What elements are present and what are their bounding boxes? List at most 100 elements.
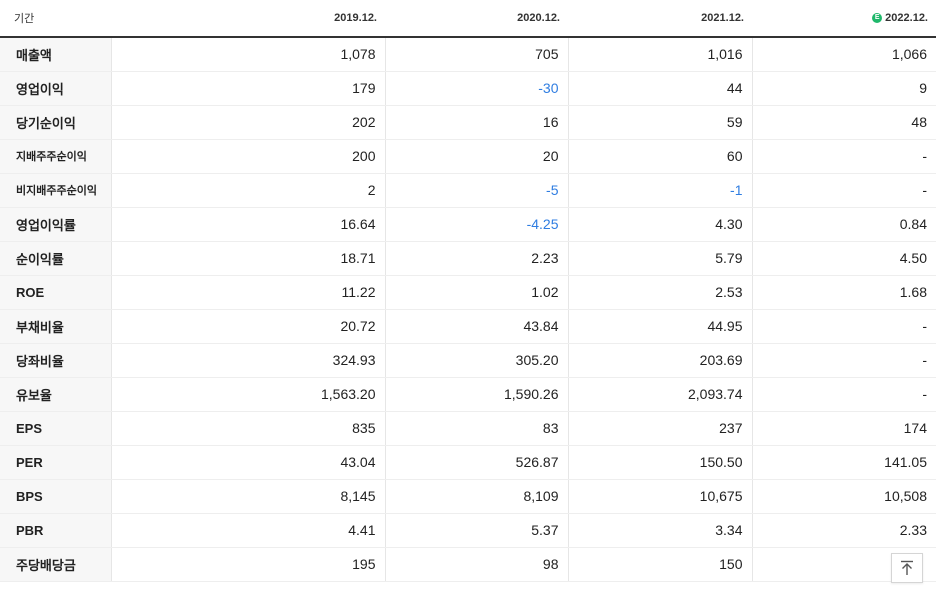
value-cell-2022: 1,066 xyxy=(751,37,936,72)
period-header-2022-label: 2022.12. xyxy=(885,12,928,24)
value-cell-2019: 4.41 xyxy=(110,513,385,548)
row-label: 영업이익률 xyxy=(0,206,111,242)
value-cell-2022: 2.33 xyxy=(751,513,936,548)
value-cell-2022: 141.05 xyxy=(751,445,936,480)
row-label: PER xyxy=(0,445,111,480)
value-cell-2020: -4.25 xyxy=(384,206,568,242)
value-cell-2022: - xyxy=(751,139,936,174)
row-label: 부채비율 xyxy=(0,308,111,344)
row-label: ROE xyxy=(0,275,111,310)
table-row: ROE 11.22 1.02 2.53 1.68 xyxy=(0,275,936,310)
value-cell-2019: 324.93 xyxy=(110,343,385,378)
value-cell-2021: 44 xyxy=(567,71,752,106)
value-cell-2022: 9 xyxy=(751,71,936,106)
value-cell-2022: - xyxy=(751,308,936,344)
value-cell-2021: 1,016 xyxy=(567,37,752,72)
row-label: 순이익률 xyxy=(0,241,111,276)
value-cell-2022: - xyxy=(751,173,936,208)
value-cell-2019: 179 xyxy=(110,71,385,106)
row-label: 매출액 xyxy=(0,37,111,72)
table-row: 당좌비율 324.93 305.20 203.69- xyxy=(0,343,936,378)
value-cell-2020: 1,590.26 xyxy=(384,377,568,412)
table-row: EPS 835 83 237 174 xyxy=(0,410,936,446)
value-cell-2021: -1 xyxy=(567,173,752,208)
row-label: 지배주주순이익 xyxy=(0,139,111,174)
value-cell-2022: - xyxy=(751,377,936,412)
value-cell-2022: 48 xyxy=(751,105,936,140)
value-cell-2020: 8,109 xyxy=(384,479,568,514)
value-cell-2021: 150 xyxy=(567,546,752,582)
row-label: BPS xyxy=(0,479,111,514)
value-cell-2020: 43.84 xyxy=(384,308,568,344)
value-cell-2021: 237 xyxy=(567,410,752,446)
value-cell-2019: 195 xyxy=(110,546,385,582)
table-row: PBR 4.41 5.37 3.34 2.33 xyxy=(0,513,936,548)
table-row: 영업이익 179 -30 44 9 xyxy=(0,71,936,106)
row-label: 당기순이익 xyxy=(0,105,111,140)
value-cell-2020: 20 xyxy=(384,139,568,174)
value-cell-2021: 150.50 xyxy=(567,445,752,480)
arrow-up-to-line-icon xyxy=(901,560,913,575)
value-cell-2020: 5.37 xyxy=(384,513,568,548)
table-row: 유보율 1,563.20 1,590.26 2,093.74- xyxy=(0,377,936,412)
value-cell-2021: 60 xyxy=(567,139,752,174)
value-cell-2021: 3.34 xyxy=(567,513,752,548)
value-cell-2020: 98 xyxy=(384,546,568,582)
value-cell-2021: 5.79 xyxy=(567,241,752,276)
value-cell-2020: -5 xyxy=(384,173,568,208)
table-row: 부채비율 20.72 43.84 44.95- xyxy=(0,308,936,344)
value-cell-2021: 2.53 xyxy=(567,275,752,310)
row-label: 주당배당금 xyxy=(0,546,111,582)
table-row: 매출액 1,078 705 1,016 1,066 xyxy=(0,37,936,72)
value-cell-2022: 1.68 xyxy=(751,275,936,310)
table-row: BPS 8,145 8,109 10,675 10,508 xyxy=(0,479,936,514)
value-cell-2020: 1.02 xyxy=(384,275,568,310)
value-cell-2020: 16 xyxy=(384,105,568,140)
value-cell-2021: 10,675 xyxy=(567,479,752,514)
value-cell-2021: 2,093.74 xyxy=(567,377,752,412)
table-row: 비지배주주순이익 2 -5 -1- xyxy=(0,173,936,208)
value-cell-2021: 44.95 xyxy=(567,308,752,344)
row-label: PBR xyxy=(0,513,111,548)
table-row: 순이익률 18.71 2.23 5.79 4.50 xyxy=(0,241,936,276)
value-cell-2022: 4.50 xyxy=(751,241,936,276)
row-label: 비지배주주순이익 xyxy=(0,173,111,208)
scroll-to-top-button[interactable] xyxy=(891,553,923,583)
value-cell-2020: 526.87 xyxy=(384,445,568,480)
estimate-badge-icon: E xyxy=(872,13,883,24)
period-header-2020: 2020.12. xyxy=(385,0,568,38)
value-cell-2020: 2.23 xyxy=(384,241,568,276)
value-cell-2022: 174 xyxy=(751,410,936,446)
value-cell-2022: - xyxy=(751,343,936,378)
value-cell-2019: 16.64 xyxy=(110,206,385,242)
value-cell-2019: 20.72 xyxy=(110,308,385,344)
value-cell-2019: 1,563.20 xyxy=(110,377,385,412)
value-cell-2020: 705 xyxy=(384,37,568,72)
table-row: 지배주주순이익 200 20 60- xyxy=(0,139,936,174)
value-cell-2019: 43.04 xyxy=(110,445,385,480)
period-header-2021: 2021.12. xyxy=(568,0,752,38)
value-cell-2019: 11.22 xyxy=(110,275,385,310)
table-row: 당기순이익 202 16 59 48 xyxy=(0,105,936,140)
value-cell-2019: 200 xyxy=(110,139,385,174)
value-cell-2019: 202 xyxy=(110,105,385,140)
row-label: 유보율 xyxy=(0,377,111,412)
value-cell-2019: 18.71 xyxy=(110,241,385,276)
value-cell-2022: 0.84 xyxy=(751,206,936,242)
table-row: PER 43.04 526.87 150.50 141.05 xyxy=(0,445,936,480)
value-cell-2020: 305.20 xyxy=(384,343,568,378)
period-header-2019: 2019.12. xyxy=(111,0,385,38)
period-header-2022-estimate: E 2022.12. xyxy=(752,0,936,38)
row-label: 당좌비율 xyxy=(0,343,111,378)
table-row: 영업이익률 16.64 -4.25 4.30 0.84 xyxy=(0,206,936,242)
row-label: EPS xyxy=(0,410,111,446)
value-cell-2020: 83 xyxy=(384,410,568,446)
period-header-label: 기간 xyxy=(0,0,111,38)
value-cell-2019: 1,078 xyxy=(110,37,385,72)
table-row: 주당배당금 195 98 150 xyxy=(0,546,936,582)
row-label: 영업이익 xyxy=(0,71,111,106)
value-cell-2020: -30 xyxy=(384,71,568,106)
value-cell-2019: 2 xyxy=(110,173,385,208)
